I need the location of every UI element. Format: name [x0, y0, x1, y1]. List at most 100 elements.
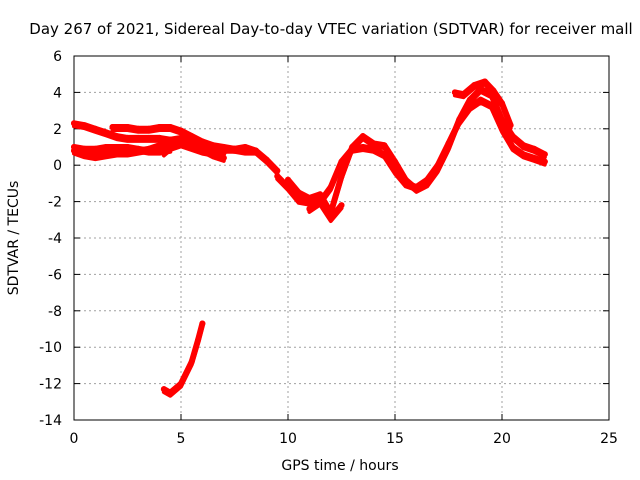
data-point	[445, 144, 452, 150]
data-point	[160, 386, 167, 393]
x-axis-label: GPS time / hours	[281, 458, 398, 474]
data-point	[167, 136, 174, 143]
data-point	[306, 195, 313, 201]
y-tick-label: -6	[48, 267, 62, 283]
data-point	[520, 142, 527, 149]
series-line-band	[307, 202, 344, 223]
data-point	[520, 151, 527, 158]
data-point	[199, 320, 206, 327]
series-line-band	[72, 148, 173, 156]
data-point	[71, 144, 77, 150]
data-point	[167, 124, 174, 130]
data-point	[92, 153, 99, 160]
series-line	[71, 144, 174, 154]
data-point	[317, 198, 324, 205]
data-point	[392, 158, 398, 165]
data-point	[135, 125, 142, 132]
data-point	[306, 205, 313, 212]
series-arc-3	[71, 144, 174, 156]
data-point	[145, 134, 152, 141]
y-tick-label: 2	[53, 122, 62, 138]
data-point	[188, 133, 195, 140]
data-point	[338, 202, 345, 209]
data-point	[113, 144, 120, 150]
series-arc-8	[285, 85, 548, 218]
y-axis-label: SDTVAR / TECUs	[6, 181, 22, 296]
chart-title: Day 267 of 2021, Sidereal Day-to-day VTE…	[29, 20, 632, 38]
data-point	[167, 144, 174, 150]
data-point	[195, 336, 202, 343]
data-point	[145, 147, 152, 154]
data-point	[471, 82, 478, 89]
y-tick-label: -14	[39, 413, 62, 429]
data-point	[71, 120, 77, 127]
data-point	[370, 140, 377, 147]
data-point	[92, 145, 99, 152]
y-tick-label: -2	[48, 195, 62, 211]
data-point	[507, 122, 514, 129]
data-point	[103, 129, 110, 136]
data-point	[541, 151, 548, 158]
data-point	[338, 173, 345, 180]
y-tick-label: 4	[53, 85, 62, 101]
data-point	[456, 116, 463, 123]
data-point	[92, 125, 99, 132]
data-point	[274, 173, 281, 180]
series-arc-6	[160, 320, 206, 398]
data-point	[531, 145, 538, 152]
data-point	[135, 134, 142, 141]
y-tick-label: -4	[48, 231, 62, 247]
data-point	[178, 380, 184, 387]
data-point	[490, 87, 497, 94]
series-group	[71, 78, 548, 398]
data-point	[220, 154, 227, 161]
data-point	[424, 180, 431, 187]
data-point	[156, 124, 163, 130]
data-point	[113, 133, 120, 140]
data-point	[317, 191, 324, 198]
series-arc-5	[160, 140, 227, 163]
grid-lines	[74, 56, 609, 420]
data-point	[188, 358, 195, 365]
series-arc-10	[451, 78, 514, 131]
data-point	[481, 78, 488, 85]
y-tick-label: 0	[53, 158, 62, 174]
data-point	[285, 176, 291, 183]
data-point	[124, 124, 131, 130]
data-point	[381, 142, 388, 149]
data-point	[263, 156, 270, 163]
data-point	[327, 215, 334, 221]
data-point	[135, 145, 142, 152]
y-tick-label: -12	[39, 377, 62, 393]
data-point	[231, 145, 238, 152]
data-point	[451, 89, 458, 96]
data-point	[178, 127, 184, 134]
data-point	[252, 147, 259, 154]
x-tick-label: 10	[279, 431, 297, 447]
data-point	[460, 91, 467, 98]
y-tick-label: 6	[53, 49, 62, 65]
x-tick-label: 15	[386, 431, 404, 447]
data-point	[295, 189, 302, 196]
data-point	[509, 144, 516, 150]
data-point	[124, 144, 131, 150]
data-point	[466, 96, 473, 103]
data-point	[349, 144, 356, 150]
data-point	[199, 145, 206, 152]
y-tick-label: -10	[39, 340, 62, 356]
data-point	[359, 144, 366, 150]
data-point	[160, 149, 167, 156]
data-point	[145, 125, 152, 132]
data-point	[210, 142, 217, 149]
data-point	[434, 165, 441, 172]
x-tick-label: 25	[600, 431, 618, 447]
data-point	[199, 138, 206, 145]
series-arc-9	[306, 198, 345, 223]
data-point	[338, 158, 345, 165]
data-point	[109, 124, 116, 130]
data-point	[402, 176, 409, 183]
y-tick-label: -8	[48, 304, 62, 320]
axis-ticks: 0 5 10 15 20 25 -14 -12 -10 -8 -6 -4 -2 0 2 4 6	[39, 49, 618, 447]
data-point	[178, 140, 184, 147]
